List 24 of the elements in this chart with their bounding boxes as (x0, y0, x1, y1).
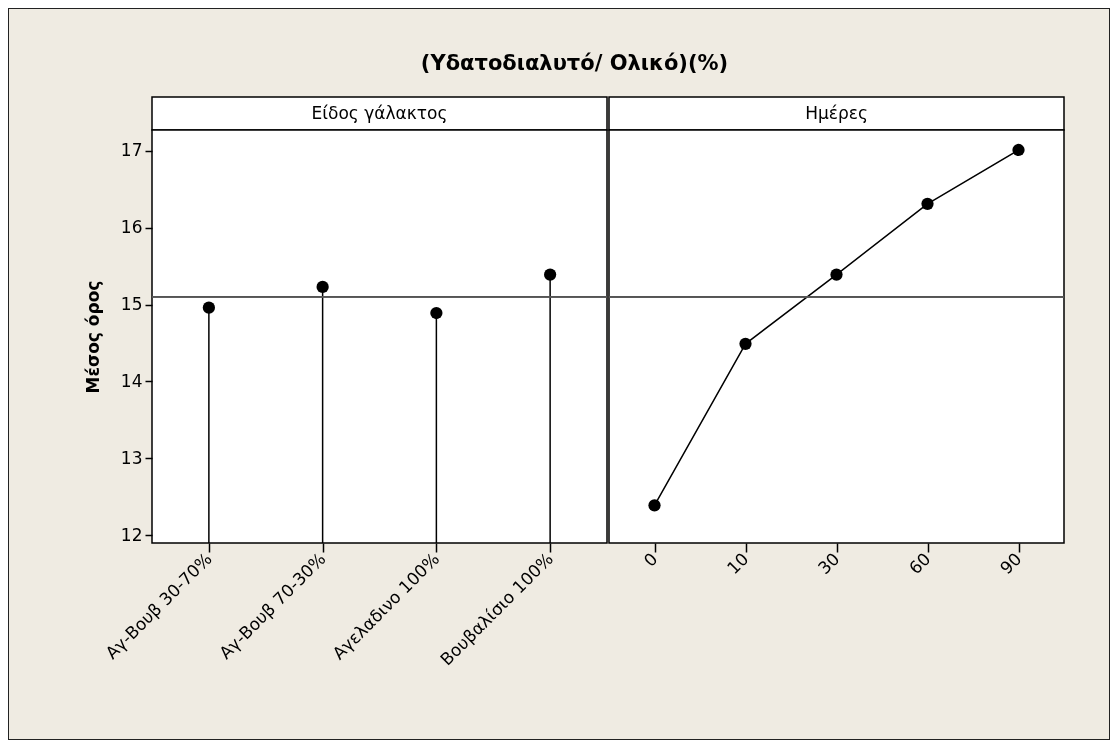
x-tick-label: 0 (639, 548, 662, 571)
y-tick-label: 17 (120, 140, 143, 161)
point (921, 197, 934, 210)
y-tick-label: 14 (120, 370, 143, 391)
x-tick-label: 10 (722, 548, 753, 579)
y-tick-label: 12 (120, 524, 143, 545)
x-axis-title: Ημέρες (805, 102, 868, 123)
point (544, 268, 557, 281)
x-tick-label: 60 (904, 548, 935, 579)
x-tick-label: 30 (813, 548, 844, 579)
point (1012, 143, 1025, 157)
y-axis-title: Μέσος όρος (82, 280, 103, 394)
x-axis-title: Είδος γάλακτος (311, 102, 448, 123)
point (202, 301, 215, 314)
y-tick-label: 15 (120, 294, 143, 315)
point (739, 337, 752, 350)
point (648, 499, 661, 512)
y-tick-label: 16 (120, 217, 143, 238)
point (316, 280, 329, 294)
point (430, 306, 443, 320)
point (830, 268, 843, 281)
chart-title: (Υδατοδιαλυτό/ Ολικό)(%) (420, 51, 729, 76)
x-tick-label: 90 (995, 548, 1026, 579)
y-tick-label: 13 (120, 447, 143, 468)
